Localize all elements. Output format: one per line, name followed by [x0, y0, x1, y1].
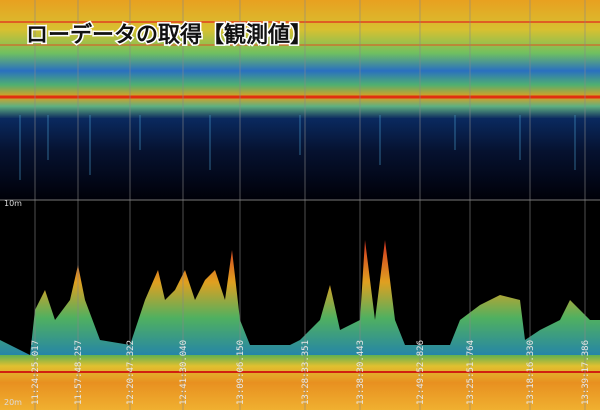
title: ローデータの取得【観測値】	[26, 22, 312, 48]
fish-school	[0, 240, 600, 360]
surface-layer	[0, 0, 600, 118]
time-label: 13:28:33.351	[301, 340, 311, 405]
time-label: 13:18:16.330	[526, 340, 536, 405]
time-labels: 11:24:25.017 11:57:48.257 12:20:47.322 12:4…	[31, 340, 591, 405]
time-gridlines	[34, 0, 586, 410]
time-label: 12:49:52.826	[416, 340, 426, 405]
time-label: 11:57:48.257	[74, 340, 84, 405]
streaks	[19, 115, 576, 180]
time-label: 13:38:30.443	[356, 340, 366, 405]
seabed	[0, 355, 600, 410]
time-label: 12:20:47.322	[126, 340, 136, 405]
time-label: 13:25:51.764	[466, 340, 476, 405]
depth-label: 10m	[4, 199, 22, 208]
time-label: 13:39:17.386	[581, 340, 591, 405]
depth-label: 20m	[4, 398, 22, 407]
time-label: 13:09:06.150	[236, 340, 246, 405]
time-label: 12:41:30.040	[179, 340, 189, 405]
time-label: 11:24:25.017	[31, 340, 41, 405]
